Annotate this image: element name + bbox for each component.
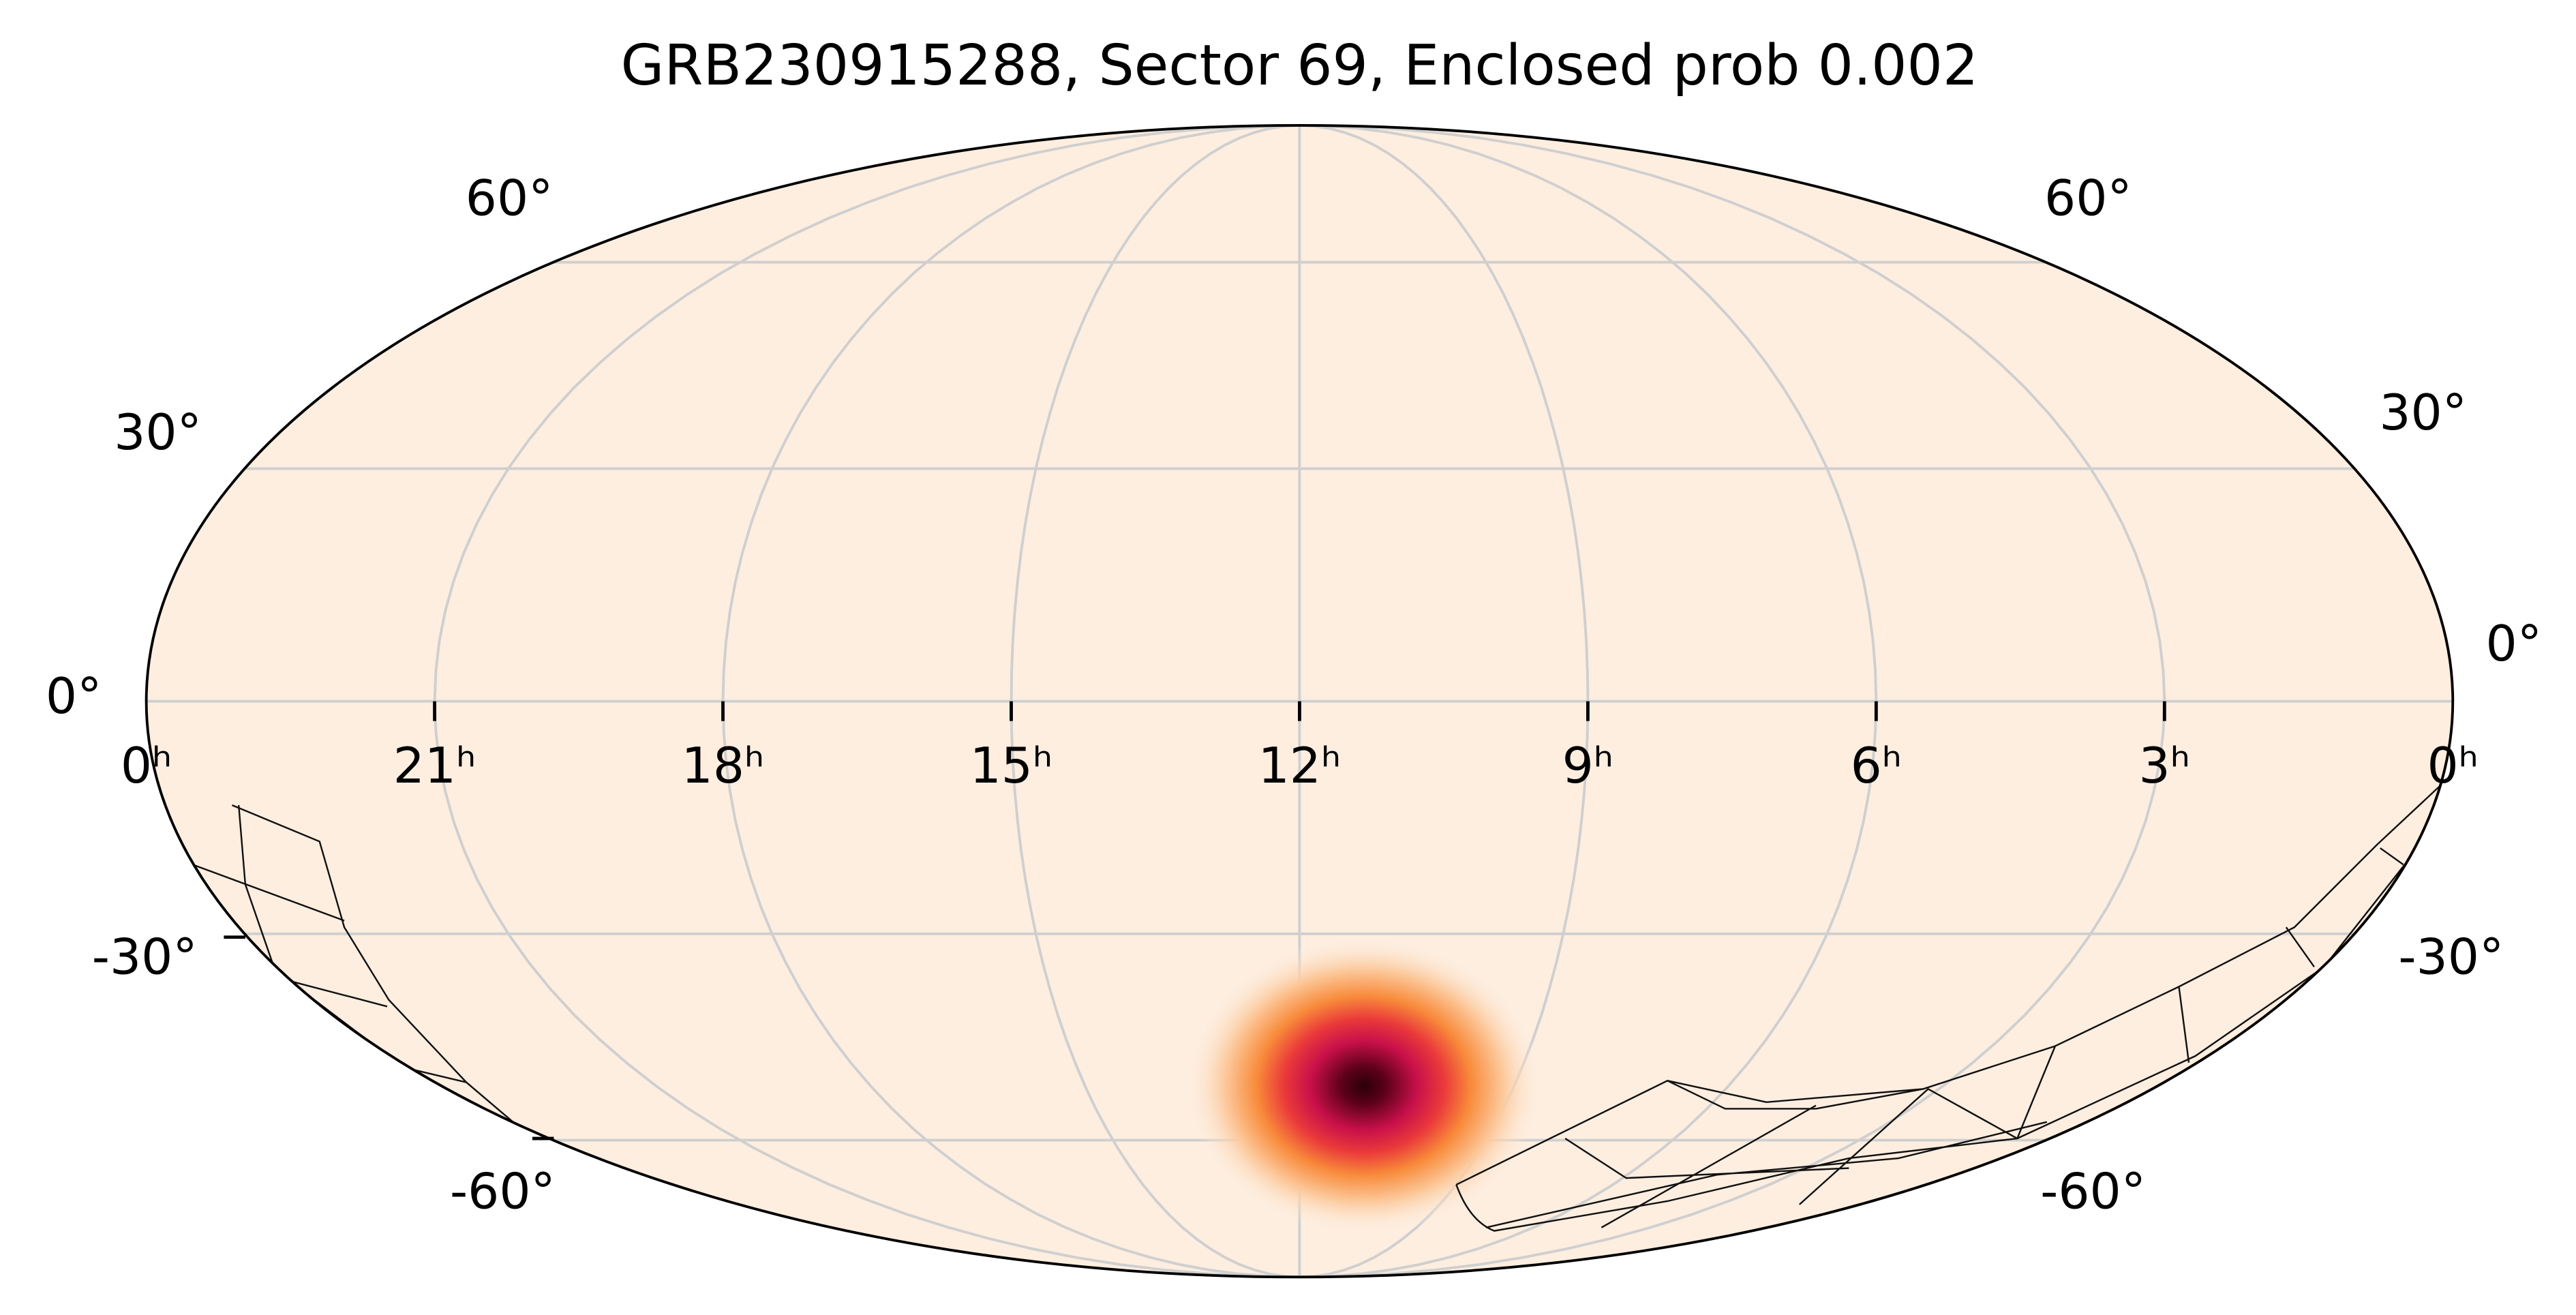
- dec-label: -30°: [2398, 929, 2504, 986]
- dec-label: -60°: [2040, 1163, 2146, 1220]
- ra-label: 21ʰ: [393, 738, 476, 795]
- dec-label: 60°: [466, 170, 554, 227]
- dec-label: 30°: [2379, 384, 2467, 442]
- footprint: [232, 804, 533, 1139]
- dec-label: -30°: [92, 929, 198, 986]
- dec-label: -60°: [450, 1163, 556, 1220]
- footprint: [1485, 847, 2404, 1228]
- ra-label: 3ʰ: [2139, 738, 2191, 795]
- ra-label: 0ʰ: [121, 738, 172, 795]
- title: GRB230915288, Sector 69, Enclosed prob 0…: [621, 33, 1979, 98]
- dec-label: 60°: [2044, 170, 2132, 227]
- ra-label: 0ʰ: [2427, 738, 2479, 795]
- labels: 0ʰ 21ʰ 18ʰ 15ʰ 12ʰ 9ʰ 6ʰ 3ʰ 0ʰ 60° 30° 0° -30° -60° 60…: [46, 170, 2542, 1220]
- footprint: [192, 805, 467, 1083]
- footprints: [192, 774, 2452, 1232]
- ra-label: 15ʰ: [970, 738, 1053, 795]
- ra-label: 18ʰ: [682, 738, 765, 795]
- dec-label: 0°: [46, 668, 102, 725]
- probability-region: [1185, 937, 1543, 1235]
- dec-label: 0°: [2486, 616, 2542, 673]
- ra-label: 12ʰ: [1258, 738, 1342, 795]
- dec-label: 30°: [114, 404, 202, 462]
- ra-label: 6ʰ: [1851, 738, 1903, 795]
- sky-border: [145, 124, 2455, 1279]
- ra-label: 9ʰ: [1562, 738, 1614, 795]
